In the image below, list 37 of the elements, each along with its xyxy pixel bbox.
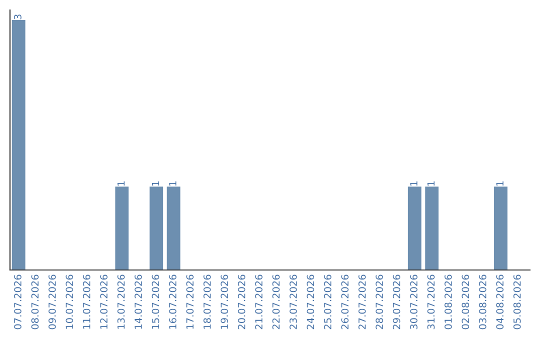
- x-tick-label: 18.07.2026: [203, 274, 211, 329]
- x-tick-label: 21.07.2026: [255, 274, 262, 330]
- x-tick-label: 11.07.2026: [82, 274, 90, 329]
- x-tick-label: 22.07.2026: [272, 274, 280, 330]
- x-tick-label: 13.07.2026: [117, 274, 125, 329]
- x-tick-label: 20.07.2026: [238, 274, 246, 330]
- x-tick-label: 02.08.2026: [462, 274, 470, 330]
- x-tick-label: 29.07.2026: [392, 274, 400, 330]
- x-tick-label: 04.08.2026: [496, 274, 504, 330]
- data-label: 3: [14, 14, 22, 20]
- x-tick-label: 26.07.2026: [341, 274, 349, 330]
- data-label: 1: [118, 181, 125, 186]
- x-tick-label: 31.07.2026: [427, 274, 435, 330]
- x-tick-label: 27.07.2026: [358, 274, 366, 330]
- x-tick-label: 05.08.2026: [513, 274, 521, 330]
- x-tick-label: 14.07.2026: [134, 274, 142, 329]
- data-label: 1: [169, 181, 176, 186]
- x-tick-label: 08.07.2026: [31, 274, 39, 330]
- x-tick-label: 12.07.2026: [100, 274, 108, 329]
- x-tick-label: 30.07.2026: [410, 274, 418, 330]
- data-label: 1: [152, 181, 160, 186]
- x-tick-label: 07.07.2026: [14, 274, 22, 330]
- x-tick-label: 01.08.2026: [444, 274, 452, 330]
- x-tick-label: 24.07.2026: [306, 274, 314, 330]
- x-tick-label: 23.07.2026: [290, 274, 297, 330]
- data-label: 1: [410, 181, 418, 186]
- x-tick-label: 03.08.2026: [478, 274, 486, 330]
- x-tick-label: 28.07.2026: [376, 274, 384, 330]
- data-label: 1: [496, 181, 504, 186]
- x-tick-label: 09.07.2026: [48, 274, 56, 330]
- x-tick-label: 25.07.2026: [324, 274, 332, 330]
- x-tick-label: 15.07.2026: [152, 274, 160, 329]
- x-tick-label: 17.07.2026: [186, 274, 194, 329]
- x-tick-label: 19.07.2026: [220, 274, 228, 329]
- data-label: 1: [427, 181, 435, 186]
- x-tick-label: 10.07.2026: [66, 274, 74, 329]
- x-tick-label: 16.07.2026: [169, 274, 176, 329]
